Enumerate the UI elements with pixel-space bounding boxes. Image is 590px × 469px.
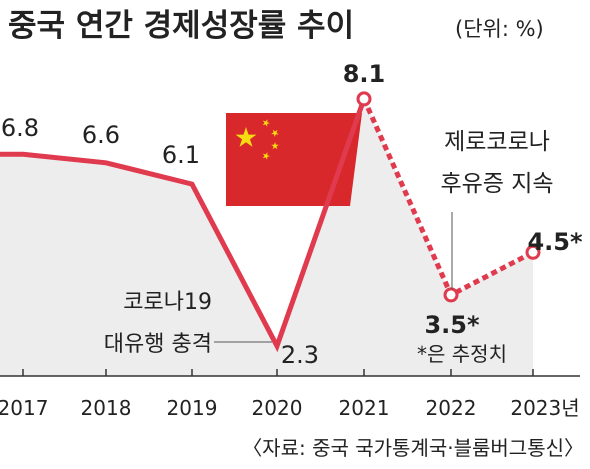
x-tick-label-2020: 2020	[252, 396, 303, 420]
x-tick-label-2023년: 2023년	[510, 396, 579, 420]
x-tick-label-2022: 2022	[426, 396, 477, 420]
flag-small-star-icon	[262, 152, 270, 160]
zero-covid-annotation-line2: 후유증 지속	[440, 171, 553, 197]
value-label-2019: 6.1	[162, 141, 200, 169]
chart-title: 중국 연간 경제성장률 추이	[8, 8, 354, 44]
value-label-2020: 2.3	[281, 341, 319, 369]
unit-note: (단위: %)	[455, 17, 544, 41]
area-layer	[0, 98, 533, 377]
value-label-layer: 6.8 6.6 6.1 2.3 8.1 3.5* 4.5*	[1, 60, 583, 369]
x-tick-label-2019: 2019	[167, 396, 218, 420]
value-label-2023년: 4.5*	[527, 228, 583, 256]
covid-annotation-line1: 코로나19	[123, 290, 212, 315]
data-point-2023년	[525, 244, 541, 260]
marker-layer	[356, 91, 541, 303]
zero-covid-annotation-line1: 제로코로나	[444, 129, 550, 155]
x-tick-layer: 2017 2018 2019 2020 2021 2022 2023년	[0, 369, 580, 420]
value-label-2017: 6.8	[1, 114, 39, 142]
flag-small-star-icon	[262, 119, 270, 127]
china-flag-icon	[226, 113, 362, 206]
estimate-note: *은 추정치	[417, 342, 507, 366]
data-point-2022	[443, 287, 459, 303]
flag-small-star-icon	[271, 142, 279, 150]
x-tick-label-2021: 2021	[339, 396, 390, 420]
flag-big-star-icon	[235, 127, 257, 147]
covid-annotation-line2: 대유행 충격	[104, 332, 212, 357]
area-fill	[0, 98, 533, 377]
value-label-2018: 6.6	[82, 121, 120, 149]
x-tick-label-2017: 2017	[0, 396, 48, 420]
line-series-actual	[0, 98, 367, 353]
data-point-2021	[356, 91, 372, 107]
value-label-2021: 8.1	[343, 60, 386, 88]
flag-small-star-icon	[271, 129, 279, 137]
source-note: 〈자료: 중국 국가통계국·블룸버그통신〉	[242, 436, 584, 460]
value-label-2022: 3.5*	[424, 311, 480, 339]
x-tick-label-2018: 2018	[81, 396, 132, 420]
